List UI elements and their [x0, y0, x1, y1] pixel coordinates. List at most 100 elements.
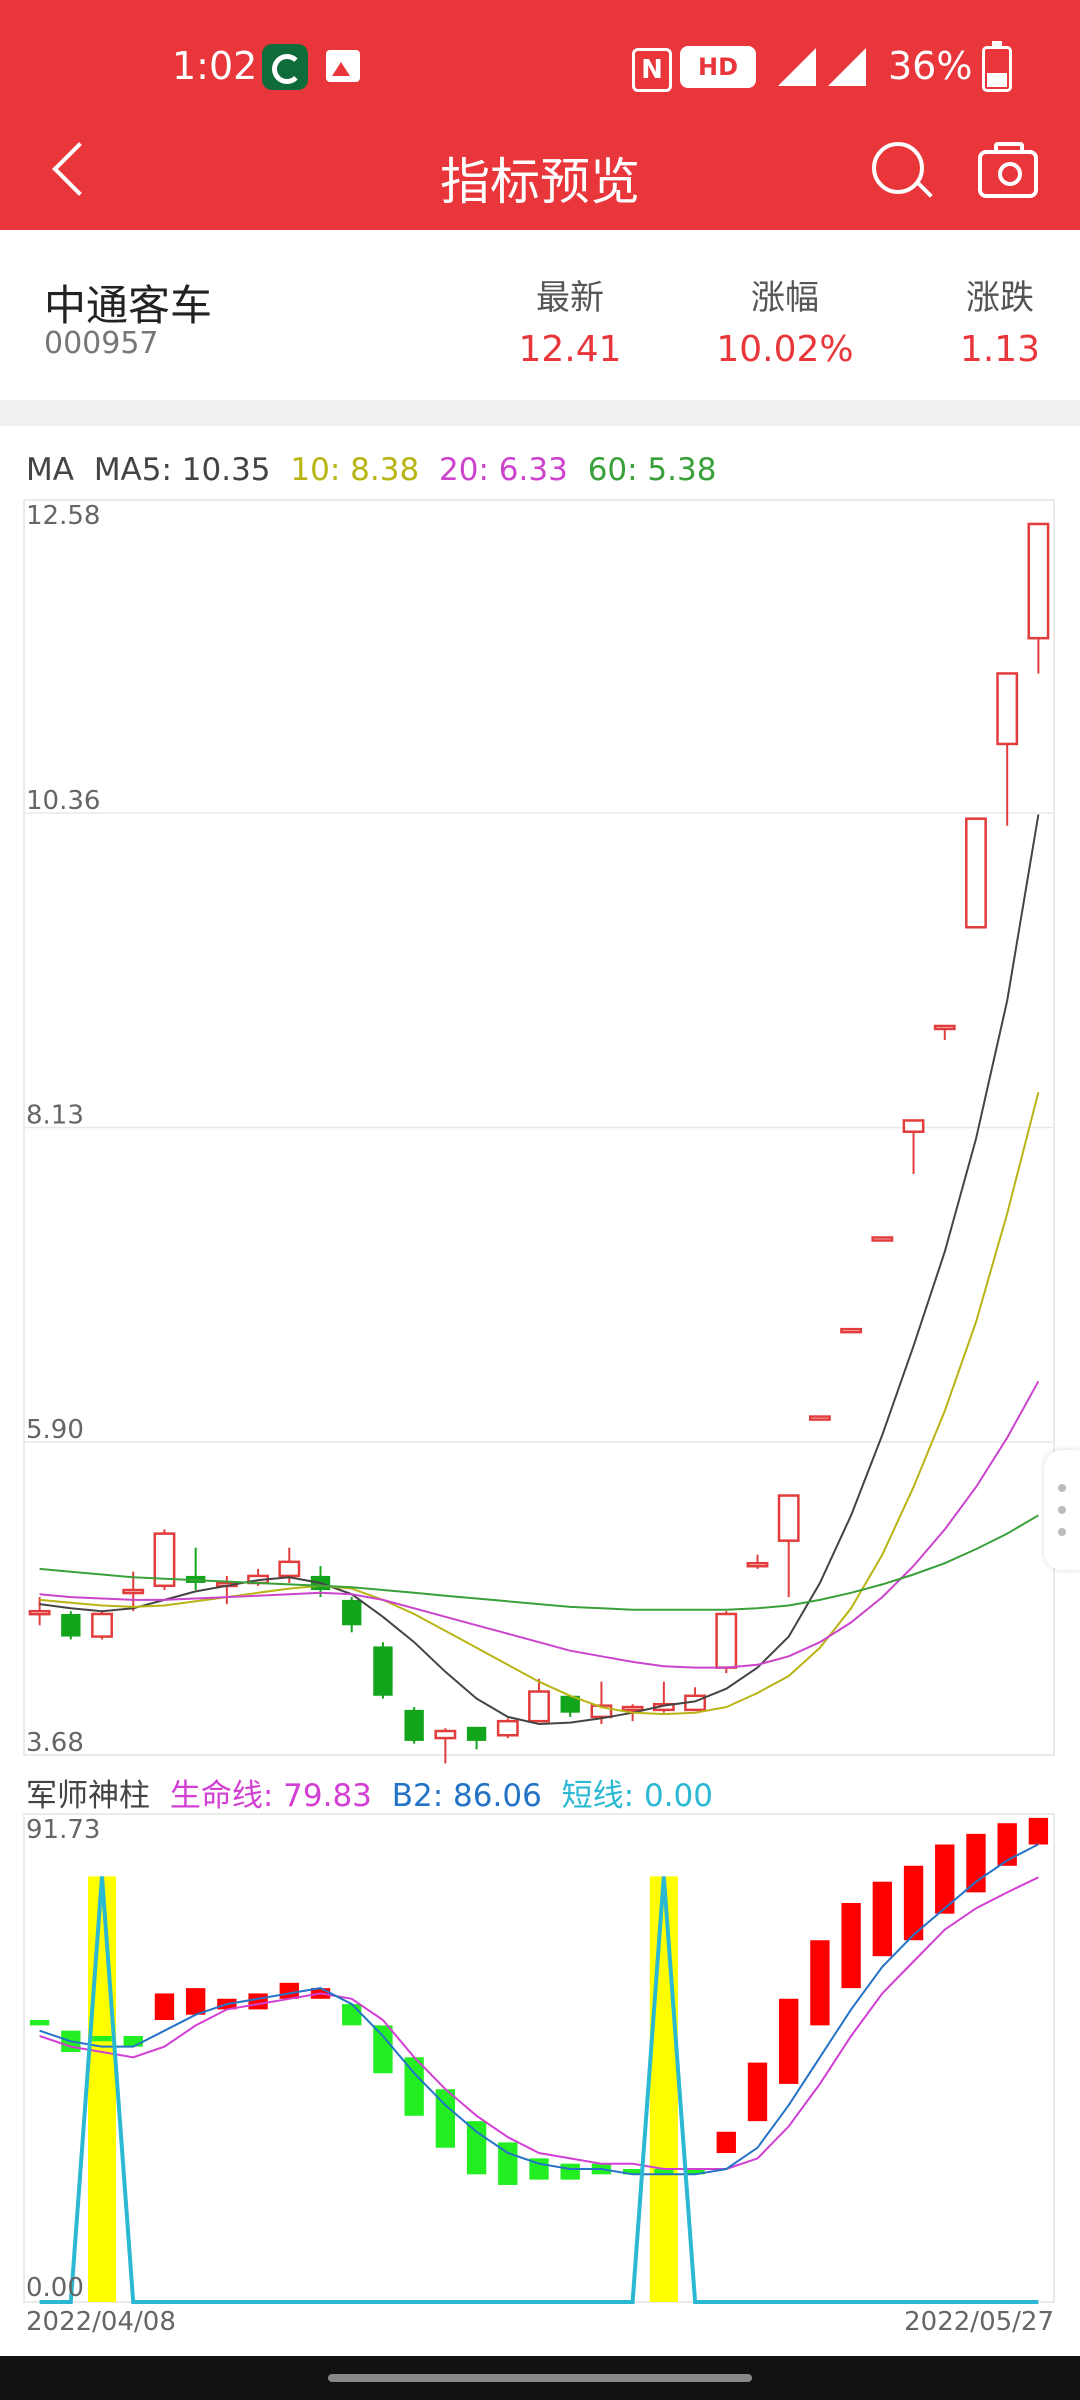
ma10-legend: 10: 8.38: [290, 452, 420, 488]
ma20-legend: 20: 6.33: [439, 452, 568, 488]
hd-badge: HD: [680, 46, 756, 88]
b2-legend: B2: 86.06: [391, 1778, 542, 1814]
y-tick-label: 3.68: [26, 1728, 84, 1758]
y-tick-label: 12.58: [26, 501, 100, 531]
candle: [278, 1560, 301, 1578]
image-notification-icon: [326, 50, 360, 82]
pillar: [716, 2131, 736, 2154]
indicator-line-2: [39, 1876, 1039, 2304]
pillar: [654, 2169, 674, 2175]
stock-name: 中通客车: [44, 281, 213, 330]
ma5-legend: MA5: 10.35: [93, 452, 271, 488]
pillar: [248, 1993, 268, 2010]
pillar: [685, 2169, 705, 2175]
indicator-line-1: [39, 1843, 1039, 2176]
status-bar: 1:02 N HD 36%: [0, 0, 1080, 120]
home-indicator[interactable]: [328, 2374, 752, 2382]
pillar: [841, 1903, 861, 1989]
y-tick-label: 8.13: [26, 1101, 84, 1131]
change-label: 涨跌: [966, 278, 1034, 318]
battery-percent: 36%: [888, 44, 973, 88]
indicator-y-tick-label: 91.73: [26, 1815, 100, 1845]
pillar: [903, 1865, 924, 1941]
indicator-chart-frame: [23, 1813, 1055, 2303]
candle: [808, 1415, 831, 1421]
candle: [466, 1726, 487, 1741]
candle: [122, 1588, 145, 1595]
pillar: [279, 1982, 299, 1999]
indicator-legend: 军师神柱 生命线: 79.83 B2: 86.06 短线: 0.00: [26, 1770, 723, 1815]
y-tick-label: 5.90: [26, 1415, 84, 1445]
pillar: [779, 1998, 799, 2084]
pillar: [435, 2089, 456, 2148]
candle: [777, 1494, 800, 1542]
candle: [496, 1719, 519, 1737]
pillar: [342, 2004, 362, 2026]
candle: [621, 1705, 644, 1712]
pillar: [872, 1881, 893, 1957]
pillar: [622, 2169, 643, 2175]
pillar: [747, 2062, 768, 2122]
ma-legend: MA MA5: 10.35 10: 8.38 20: 6.33 60: 5.38: [26, 452, 726, 488]
signal-highlight: [87, 1876, 117, 2302]
pillar: [966, 1833, 986, 1893]
stock-code: 000957: [44, 326, 159, 361]
change-percent-label: 涨幅: [751, 278, 819, 318]
section-divider: [0, 400, 1080, 426]
signal-highlight: [649, 1876, 678, 2302]
quote-header: 中通客车 000957 最新 12.41 涨幅 10.02% 涨跌 1.13: [0, 230, 1080, 400]
ma-legend-title: MA: [26, 452, 74, 488]
candle: [560, 1695, 580, 1713]
candle: [746, 1561, 769, 1568]
candle: [590, 1704, 613, 1719]
change-amount: 涨跌 1.13: [930, 270, 1070, 370]
gesture-bar: [0, 2356, 1080, 2400]
pillar: [154, 1993, 175, 2021]
candle: [965, 817, 987, 929]
change-percent: 涨幅 10.02%: [700, 270, 870, 370]
candle: [61, 1613, 81, 1637]
x-start-date: 2022/04/08: [26, 2307, 176, 2337]
pillar: [123, 2036, 143, 2047]
pillar: [1028, 1817, 1049, 1845]
pillar: [560, 2163, 580, 2180]
pillar: [373, 2025, 393, 2074]
candle: [528, 1690, 550, 1723]
camera-icon[interactable]: [978, 142, 1038, 198]
search-icon[interactable]: [872, 142, 924, 194]
pillar: [498, 2142, 518, 2185]
status-time: 1:02: [172, 44, 258, 88]
change-value: 1.13: [959, 329, 1041, 370]
ma60-legend: 60: 5.38: [587, 452, 717, 488]
x-end-date: 2022/05/27: [904, 2307, 1054, 2337]
ma-line-3: [39, 1514, 1039, 1611]
indicator-legend-title: 军师神柱: [26, 1778, 150, 1814]
candle: [153, 1532, 176, 1588]
pillar: [997, 1823, 1017, 1866]
candle: [404, 1709, 424, 1741]
pillar: [29, 2020, 50, 2026]
pillar: [935, 1844, 955, 1914]
candle: [871, 1236, 894, 1242]
indicator-line-0: [39, 1876, 1039, 2170]
candle: [902, 1119, 925, 1133]
candle: [28, 1609, 51, 1616]
app-notification-icon: [262, 44, 308, 90]
battery-icon: [982, 41, 1012, 92]
y-tick-label: 10.36: [26, 786, 100, 816]
side-drawer-handle[interactable]: [1044, 1450, 1080, 1570]
signal-icon: [778, 48, 816, 86]
ma-line-2: [39, 1380, 1040, 1669]
short-line-legend: 短线: 0.00: [561, 1778, 713, 1814]
change-percent-value: 10.02%: [716, 329, 854, 370]
pillar: [404, 2057, 424, 2116]
candle: [933, 1024, 956, 1031]
nav-bar: 指标预览: [0, 120, 1080, 230]
candle: [715, 1612, 738, 1669]
latest-value: 12.41: [518, 329, 622, 370]
candle: [91, 1612, 113, 1638]
life-line-legend: 生命线: 79.83: [169, 1778, 372, 1814]
candle: [373, 1646, 393, 1696]
candle: [1027, 522, 1050, 640]
